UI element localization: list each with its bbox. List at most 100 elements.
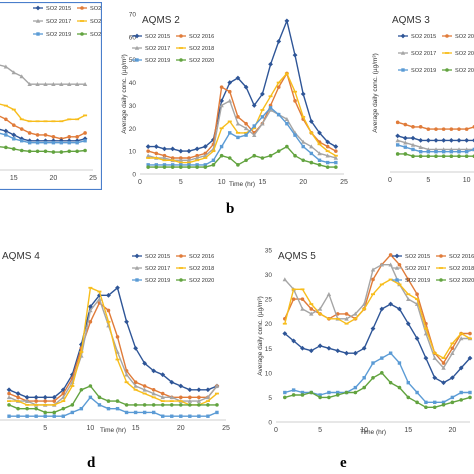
legend-label: SO2 2020 [449, 278, 474, 284]
data-point [235, 121, 241, 126]
legend-label: SO2 2020 [90, 32, 102, 38]
legend-label: SO2 2017 [145, 46, 170, 52]
legend-item: SO2 2018 [176, 46, 214, 52]
data-point [243, 84, 249, 90]
data-point [459, 398, 463, 402]
data-point [51, 135, 56, 139]
data-point [406, 296, 411, 301]
legend-label: SO2 2017 [145, 266, 170, 272]
legend-label: SO2 2018 [189, 46, 214, 52]
data-point [169, 403, 174, 407]
data-point [35, 5, 41, 11]
data-point [268, 107, 273, 112]
x-tick-label: 15 [404, 427, 412, 434]
data-point [195, 153, 199, 158]
data-point [426, 149, 431, 154]
data-point [284, 18, 290, 24]
data-point [370, 326, 376, 332]
data-point [67, 135, 72, 139]
data-point [333, 155, 339, 160]
data-point [170, 156, 175, 160]
data-point [400, 33, 406, 39]
data-point [434, 127, 438, 131]
legend-label: SO2 2018 [449, 266, 474, 272]
data-point [160, 403, 165, 407]
data-point [411, 125, 415, 129]
legend: SO2 2015 SO2 2016 SO2 2017 SO2 2018 SO2 2019… [33, 5, 102, 38]
data-point [19, 74, 24, 79]
legend-label: SO2 2015 [405, 254, 430, 260]
x-tick-label: 5 [179, 179, 183, 186]
legend-item: SO2 2020 [442, 68, 474, 74]
data-point [410, 142, 416, 147]
data-point [24, 398, 30, 403]
series-line [284, 303, 471, 384]
chart-title: AQMS 2 [142, 15, 180, 26]
data-point [67, 141, 71, 145]
data-point [186, 148, 192, 154]
data-point [445, 68, 449, 72]
data-point [344, 390, 349, 395]
data-point [467, 355, 473, 361]
data-point [124, 372, 129, 377]
data-point [169, 395, 174, 400]
legend-item: SO2 2020 [176, 278, 214, 284]
y-tick-label: 0 [132, 172, 136, 179]
data-point [134, 253, 140, 259]
series-line [0, 64, 86, 85]
data-point [325, 160, 330, 165]
data-point [397, 262, 402, 267]
data-point [179, 395, 183, 400]
series-so2-2020 [0, 145, 87, 154]
data-point [449, 127, 454, 131]
data-point [51, 150, 56, 154]
data-point [75, 135, 79, 139]
y-tick-label: 70 [129, 12, 137, 19]
data-point [371, 277, 375, 282]
data-point [35, 133, 40, 137]
data-point [15, 391, 21, 396]
data-point [344, 316, 349, 321]
legend-item: SO2 2016 [442, 34, 474, 40]
series-so2-2019 [395, 143, 474, 154]
data-point [362, 385, 366, 390]
series-line [9, 287, 218, 406]
data-point [353, 385, 358, 390]
data-point [433, 138, 439, 143]
data-point [276, 39, 282, 44]
data-point [283, 395, 287, 400]
data-point [410, 135, 416, 141]
data-point [457, 154, 461, 158]
data-point [403, 145, 408, 149]
data-point [300, 306, 305, 311]
data-point [464, 127, 469, 131]
data-point [219, 144, 224, 149]
x-tick-label: 10 [218, 179, 226, 186]
x-tick-label: 25 [340, 179, 348, 186]
series-line [284, 278, 471, 359]
data-point [83, 148, 87, 153]
legend-label: SO2 2018 [189, 266, 214, 272]
y-tick-label: 30 [129, 103, 137, 110]
legend-label: SO2 2020 [189, 58, 214, 64]
y-axis-label: Average daily conc. (µg/m³) [372, 53, 379, 133]
data-point [333, 144, 339, 149]
data-point [12, 147, 16, 151]
y-tick-label: 20 [265, 321, 273, 328]
data-point [67, 149, 72, 154]
legend-label: SO2 2017 [46, 19, 71, 25]
data-point [301, 139, 306, 144]
data-point [441, 154, 446, 158]
y-tick-label: 35 [265, 248, 273, 255]
data-point [450, 400, 455, 405]
data-point [236, 163, 240, 167]
data-point [227, 156, 232, 160]
data-point [187, 163, 191, 167]
legend-item: SO2 2017 [33, 18, 71, 25]
data-point [236, 135, 240, 140]
legend-item: SO2 2018 [77, 19, 102, 25]
legend-item: SO2 2020 [176, 58, 214, 64]
data-point [361, 345, 367, 351]
data-point [187, 387, 193, 393]
data-point [169, 379, 175, 385]
